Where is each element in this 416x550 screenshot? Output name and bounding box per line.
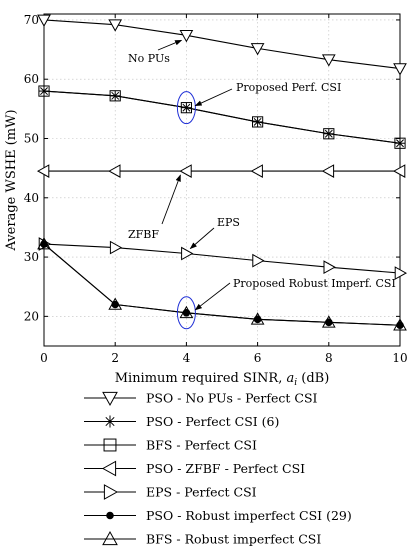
legend-label: BFS - Robust imperfect CSI bbox=[146, 532, 321, 547]
annotation: Proposed Perf. CSI bbox=[176, 81, 341, 125]
legend-marker bbox=[103, 438, 117, 452]
series-6 bbox=[37, 236, 407, 331]
data-point bbox=[321, 54, 336, 67]
legend-item: PSO - Robust imperfect CSI (29) bbox=[84, 508, 352, 523]
legend-label: PSO - No PUs - Perfect CSI bbox=[146, 391, 318, 406]
data-point bbox=[37, 14, 51, 27]
legend-label: EPS - Perfect CSI bbox=[146, 485, 257, 500]
legend-item: EPS - Perfect CSI bbox=[84, 484, 257, 500]
legend-label: BFS - Perfect CSI bbox=[146, 438, 257, 453]
y-tick-label: 20 bbox=[24, 309, 39, 323]
legend-marker bbox=[102, 530, 118, 546]
annotations: No PUs Proposed Perf. CSI ZFBF EPS Proposed … bbox=[128, 39, 396, 330]
data-point bbox=[393, 318, 407, 331]
highlight-ellipse bbox=[176, 91, 196, 125]
x-tick-label: 8 bbox=[325, 351, 333, 365]
annotation-label: ZFBF bbox=[128, 228, 159, 241]
annotation: EPS bbox=[189, 216, 240, 250]
annotation-label: EPS bbox=[217, 216, 240, 229]
legend-marker bbox=[102, 391, 118, 407]
data-point bbox=[323, 260, 336, 274]
legend-marker bbox=[101, 460, 117, 477]
annotation-arrow bbox=[194, 282, 231, 311]
data-point bbox=[109, 240, 123, 255]
annotation: ZFBF bbox=[128, 174, 181, 241]
grid bbox=[43, 14, 401, 346]
legend-marker bbox=[104, 415, 116, 428]
series-3 bbox=[36, 164, 406, 178]
annotation-arrow bbox=[161, 174, 181, 225]
y-tick-label: 50 bbox=[24, 132, 39, 146]
data-point bbox=[321, 315, 336, 328]
data-point bbox=[323, 128, 335, 140]
legend-item: PSO - No PUs - Perfect CSI bbox=[84, 391, 318, 407]
legend: PSO - No PUs - Perfect CSI PSO - Perfect … bbox=[84, 391, 352, 547]
series-2 bbox=[38, 85, 406, 149]
annotation: No PUs bbox=[128, 39, 183, 65]
x-tick-label: 2 bbox=[111, 351, 119, 365]
data-point bbox=[108, 19, 123, 32]
y-tick-label: 60 bbox=[24, 72, 39, 86]
data-point bbox=[108, 297, 123, 310]
data-point bbox=[109, 90, 121, 102]
annotation-label: Proposed Perf. CSI bbox=[236, 81, 341, 94]
y-tick-label: 70 bbox=[24, 13, 39, 27]
series-line bbox=[43, 19, 401, 70]
y-axis-label: Average WSHE (mW) bbox=[4, 109, 19, 251]
plot-series bbox=[36, 14, 408, 331]
data-point bbox=[250, 43, 265, 56]
data-point bbox=[179, 30, 194, 43]
legend-marker bbox=[103, 484, 119, 500]
series-line bbox=[43, 243, 401, 326]
annotation-arrow bbox=[157, 39, 183, 51]
legend-label: PSO - ZFBF - Perfect CSI bbox=[146, 461, 305, 476]
y-tick-label: 30 bbox=[24, 250, 39, 264]
data-point bbox=[36, 164, 50, 178]
series-line bbox=[43, 90, 401, 144]
data-point bbox=[394, 137, 406, 149]
data-point bbox=[392, 164, 406, 178]
data-point bbox=[180, 102, 193, 114]
data-point bbox=[252, 116, 264, 128]
data-point bbox=[179, 305, 194, 319]
x-tick-label: 10 bbox=[392, 351, 407, 365]
data-point bbox=[179, 164, 192, 178]
annotation-arrow bbox=[194, 88, 233, 107]
data-point bbox=[393, 63, 407, 76]
annotation: Proposed Robust Imperf. CSI bbox=[176, 277, 396, 330]
x-tick-label: 4 bbox=[183, 351, 191, 365]
series-line bbox=[43, 243, 401, 274]
series-0 bbox=[37, 14, 407, 76]
y-tick-label: 40 bbox=[24, 191, 39, 205]
axis-ticks: 0 2 4 6 8 10 20 30 40 50 60 70 bbox=[24, 13, 408, 365]
highlight-ellipse bbox=[176, 296, 196, 330]
x-axis-label: Minimum required SINR, ai (dB) bbox=[115, 371, 330, 388]
legend-item: PSO - ZFBF - Perfect CSI bbox=[84, 460, 305, 477]
data-point bbox=[250, 164, 263, 178]
annotation-arrow bbox=[189, 227, 215, 250]
x-tick-label: 0 bbox=[40, 351, 48, 365]
annotation-label: Proposed Robust Imperf. CSI bbox=[233, 277, 396, 290]
data-point bbox=[321, 164, 335, 178]
data-point bbox=[108, 164, 121, 178]
x-tick-label: 6 bbox=[254, 351, 262, 365]
data-point bbox=[181, 246, 194, 261]
series-1 bbox=[38, 85, 406, 149]
series-line bbox=[43, 90, 401, 144]
legend-label: PSO - Robust imperfect CSI (29) bbox=[146, 508, 352, 523]
legend-item: BFS - Perfect CSI bbox=[84, 438, 257, 453]
plot-frame bbox=[43, 13, 401, 347]
data-point bbox=[394, 266, 408, 280]
data-point bbox=[250, 312, 265, 325]
data-point bbox=[252, 253, 265, 268]
data-point bbox=[38, 85, 50, 97]
series-4 bbox=[38, 237, 408, 280]
legend-marker bbox=[106, 511, 114, 520]
legend-item: PSO - Perfect CSI (6) bbox=[84, 414, 279, 429]
legend-label: PSO - Perfect CSI (6) bbox=[146, 414, 279, 429]
annotation-label: No PUs bbox=[128, 52, 170, 65]
data-point bbox=[37, 236, 51, 250]
legend-item: BFS - Robust imperfect CSI bbox=[84, 530, 321, 547]
